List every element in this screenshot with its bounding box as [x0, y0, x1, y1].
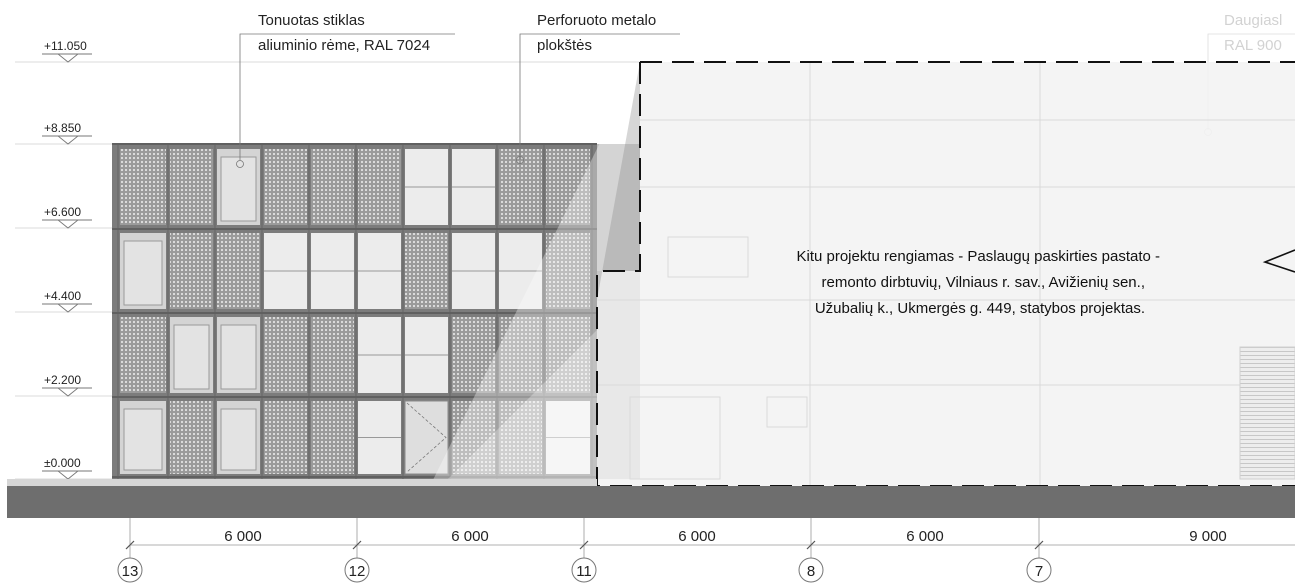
level-label: +6.600	[44, 205, 81, 219]
facade-panel	[264, 317, 307, 393]
building-facade	[112, 143, 640, 479]
other-project-note-line1: Kitu projektu rengiamas - Paslaugų paski…	[796, 248, 1160, 265]
level-marker: +8.850	[42, 121, 92, 145]
facade-panel	[546, 317, 590, 393]
facade-panel	[264, 149, 307, 225]
facade-panel	[217, 149, 260, 225]
facade-panel	[546, 233, 590, 309]
facade-panel	[120, 149, 166, 225]
level-label: +4.400	[44, 289, 81, 303]
level-label: ±0.000	[44, 456, 81, 470]
faded-annotation-line1: Daugiasl	[1224, 12, 1282, 29]
facade-panel	[311, 233, 354, 309]
dimension-label: 6 000	[224, 528, 262, 545]
glass-annotation-line2: aliuminio rėme, RAL 7024	[258, 37, 430, 54]
facade-panel	[120, 317, 166, 393]
plinth	[7, 479, 597, 486]
level-marker: +2.200	[42, 373, 92, 397]
axis-bubbles	[117, 557, 1052, 583]
facade-panel	[499, 317, 542, 393]
facade-panel	[217, 233, 260, 309]
level-label: +8.850	[44, 121, 81, 135]
facade-panel	[499, 233, 542, 309]
facade-panel	[452, 401, 495, 474]
facade-panel	[120, 233, 166, 309]
axis-label: 11	[576, 563, 592, 580]
facade-panel	[311, 149, 354, 225]
facade-panel	[499, 401, 542, 474]
facade-panel	[405, 149, 448, 225]
facade-panel	[358, 317, 401, 393]
facade-panel	[264, 233, 307, 309]
level-marker: +11.050	[42, 39, 92, 63]
facade-panel	[499, 149, 542, 225]
facade-panel	[404, 400, 449, 475]
facade-panel	[170, 401, 213, 474]
facade-panel	[217, 401, 260, 474]
facade-panel	[546, 401, 590, 474]
other-project-note-line2: remonto dirbtuvių, Vilniaus r. sav., Avi…	[821, 274, 1145, 291]
axis-label: 7	[1035, 563, 1043, 580]
facade-panel	[170, 149, 213, 225]
faded-annotation-line2: RAL 900	[1224, 37, 1282, 54]
facade-panel	[452, 149, 495, 225]
axis-label: 8	[807, 563, 815, 580]
facade-panel	[452, 317, 495, 393]
facade-panel	[170, 317, 213, 393]
facade-panel	[311, 317, 354, 393]
facade-panel	[405, 233, 448, 309]
dimension-label: 9 000	[1189, 528, 1227, 545]
dimension-chain	[125, 518, 1295, 562]
level-marker: +4.400	[42, 289, 92, 313]
axis-label: 12	[349, 563, 366, 580]
ground-strip	[7, 486, 1295, 518]
facade-panel	[264, 401, 307, 474]
facade-panel	[452, 233, 495, 309]
facade-panel	[120, 401, 166, 474]
dimension-label: 6 000	[451, 528, 489, 545]
dimension-label: 6 000	[678, 528, 716, 545]
level-label: +11.050	[44, 39, 87, 53]
level-marker: ±0.000	[42, 456, 92, 480]
facade-panel	[358, 401, 401, 474]
facade-panel	[358, 233, 401, 309]
facade-panel	[170, 233, 213, 309]
level-markers: +11.050 +8.850 +6.600 +4.400 +2.200 ±0.000	[42, 39, 92, 480]
facade-panel	[217, 317, 260, 393]
metal-annotation-line1: Perforuoto metalo	[537, 12, 656, 29]
glass-annotation-line1: Tonuotas stiklas	[258, 12, 365, 29]
other-project-note-line3: Užubalių k., Ukmergės g. 449, statybos p…	[815, 300, 1145, 317]
facade-panel	[405, 317, 448, 393]
facade-panel	[546, 149, 590, 225]
dimension-label: 6 000	[906, 528, 944, 545]
facade-panel	[358, 149, 401, 225]
level-label: +2.200	[44, 373, 81, 387]
other-project-outline	[430, 61, 1295, 487]
axis-label: 13	[122, 563, 139, 580]
metal-annotation-line2: plokštės	[537, 37, 592, 54]
facade-panel	[311, 401, 354, 474]
level-marker: +6.600	[42, 205, 92, 229]
